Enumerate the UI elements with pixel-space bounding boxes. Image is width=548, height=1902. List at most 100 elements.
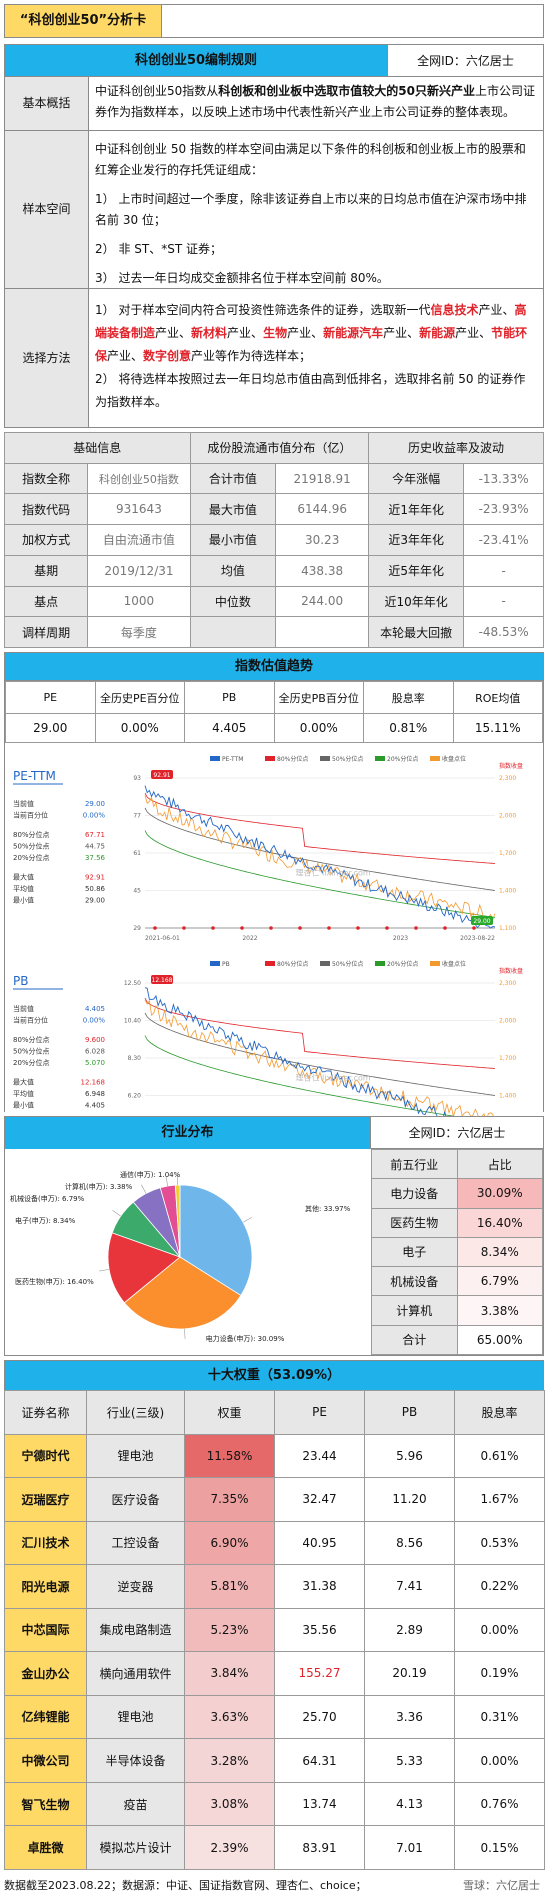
top10-pe: 40.95	[274, 1520, 365, 1566]
pie-slice	[107, 1232, 181, 1304]
chart-event-dot	[385, 926, 389, 930]
top10-pe: 35.56	[274, 1607, 365, 1653]
chart-stat-label: 当前百分位	[13, 1016, 48, 1025]
top10-dividend: 0.31%	[454, 1694, 545, 1740]
rules-text-span: 产业、	[287, 326, 324, 340]
chart-stat-value: 9.600	[85, 1036, 105, 1044]
top10-pe: 64.31	[274, 1738, 365, 1783]
rules-text-span: 产业、	[155, 326, 192, 340]
basic-label: 近1年年化	[368, 493, 465, 526]
top10-col-header: 行业(三级)	[86, 1390, 185, 1435]
chart-event-dot	[240, 926, 244, 930]
industry-col-header: 占比	[456, 1148, 543, 1180]
top10-pe: 31.38	[274, 1564, 365, 1609]
chart-right-tick: 2,000	[499, 813, 516, 820]
valuation-value: 0.00%	[273, 713, 364, 743]
industry-name: 电子	[371, 1236, 458, 1268]
top10-col-header: 股息率	[454, 1390, 545, 1435]
top10-pb: 8.56	[364, 1520, 455, 1566]
chart-stat-value: 5.070	[85, 1059, 105, 1067]
basic-value: -13.33%	[463, 462, 544, 495]
chart-close-line	[144, 794, 496, 921]
chart-xtick: 2021-06-01	[145, 935, 180, 942]
chart-stat-value: 6.948	[85, 1090, 105, 1098]
chart-right-tick: 1,700	[499, 850, 516, 857]
chart-stat-label: 最大值	[13, 873, 34, 882]
industry-pie-chart: 其他: 33.97% 电力设备(申万): 30.09% 医药生物(申万): 16.4…	[10, 1170, 351, 1343]
chart-ytick: 93	[133, 775, 141, 782]
industry-col-header: 前五行业	[371, 1148, 458, 1180]
top10-stock-name: 卓胜微	[4, 1825, 87, 1870]
top10-pe: 83.91	[274, 1825, 365, 1870]
basic-label: 最小市值	[189, 524, 277, 556]
basic-label: 近10年年化	[368, 585, 465, 618]
footer-brand: 雪球：六亿居士	[463, 1879, 540, 1892]
top10-industry: 工控设备	[86, 1520, 185, 1566]
chart-ytick: 6.20	[128, 1093, 142, 1100]
rules-text-span: 新能源	[419, 326, 456, 340]
basic-value: 2019/12/31	[87, 554, 191, 587]
chart-stat-value: 50.86	[85, 885, 106, 893]
chart-stat-label: 50%分位点	[13, 842, 50, 851]
top10-stock-name: 亿纬锂能	[4, 1694, 87, 1740]
rules-text-span: 高端装备制造	[95, 303, 527, 340]
valuation-col-header: PE	[5, 680, 96, 715]
industry-share: 6.79%	[456, 1266, 543, 1297]
chart-ytick: 8.30	[128, 1055, 142, 1062]
top10-stock-name: 金山办公	[4, 1651, 87, 1696]
top10-pe: 25.70	[274, 1694, 365, 1740]
rules-row-method: 选择方法 1） 对于样本空间内符合可投资性筛选条件的证券，选取新一代信息技术产业…	[5, 289, 543, 427]
valuation-header: 指数估值趋势	[5, 653, 543, 681]
chart-watermark: 理杏仁 lixinger.com	[296, 1073, 371, 1083]
chart-right-tick: 1,100	[499, 925, 516, 932]
pie-slice	[179, 1184, 253, 1297]
top10-stock-name: 中芯国际	[4, 1607, 87, 1653]
chart-event-dot	[414, 926, 418, 930]
rules-row-space: 样本空间 中证科创创业 50 指数的样本空间由满足以下条件的科创板和创业板上市的…	[5, 131, 543, 289]
chart-event-dot	[443, 926, 447, 930]
page-title: “科创创业50”分析卡	[5, 5, 162, 37]
basic-value: 30.23	[275, 524, 370, 556]
top10-table: 证券名称 行业(三级) 权重 PE PB 股息率 宁德时代 锂电池 11.58% 23.44 5.9…	[4, 1390, 545, 1870]
basic-value: 1000	[87, 585, 191, 618]
top10-pb: 7.01	[364, 1825, 455, 1870]
basic-value: 244.00	[275, 585, 370, 618]
top10-industry: 横向通用软件	[86, 1651, 185, 1696]
rules-text-span: 1） 对于样本空间内符合可投资性筛选条件的证券，选取新一代	[95, 303, 431, 317]
industry-table: 前五行业 占比 电力设备 30.09% 医药生物 16.40% 电子 8.34% 机械设备 6.7…	[371, 1148, 543, 1356]
title-block: “科创创业50”分析卡	[4, 4, 544, 38]
top10-stock-name: 中微公司	[4, 1738, 87, 1783]
industry-share: 8.34%	[456, 1236, 543, 1268]
chart-stat-label: 当前百分位	[13, 811, 48, 820]
top10-block: 十大权重（53.09%） 证券名称 行业(三级) 权重 PE PB 股息率 宁德时代 锂电池 1…	[4, 1360, 545, 1870]
top10-pb: 2.89	[364, 1607, 455, 1653]
basic-value: -	[463, 585, 544, 618]
chart-right-label: 指数收盘	[499, 762, 523, 770]
chart-legend-item: 20%分位点	[387, 960, 418, 968]
top10-pe: 13.74	[274, 1781, 365, 1827]
top10-weight: 3.28%	[184, 1738, 275, 1783]
rules-text-span: 新能源汽车	[323, 326, 384, 340]
basic-value: 自由流通市值	[87, 524, 191, 556]
top10-stock-name: 智飞生物	[4, 1781, 87, 1827]
chart-stat-label: 最小值	[13, 896, 34, 905]
top10-weight: 3.63%	[184, 1694, 275, 1740]
basic-value: -48.53%	[463, 616, 544, 648]
chart-stat-label: 当前值	[13, 799, 34, 808]
rules-text-span: 节能环保	[95, 326, 528, 363]
chart-stat-label: 平均值	[13, 884, 34, 893]
pe-ttm-chart: PE-TTM 当前值 29.00 当前百分位 0.00% 80%分位点 67.71 50%分位…	[5, 748, 543, 948]
rules-text-span: 上市公司证券作为指数样本，以反映上述市场中代表性新兴产业上市公司证券的整体表现。	[95, 84, 535, 119]
chart-stat-value: 29.00	[85, 800, 105, 808]
basic-value: -	[463, 554, 544, 587]
top10-dividend: 0.19%	[454, 1651, 545, 1696]
basic-label: 今年涨幅	[368, 462, 465, 495]
rules-text-span: 数字创意	[143, 349, 192, 363]
chart-stat-label: 平均值	[13, 1089, 34, 1098]
basic-info-block: 基础信息 成份股流通市值分布（亿） 历史收益率及波动 指数全称 科创创业50指数合…	[3, 432, 544, 648]
valuation-value: 0.81%	[363, 713, 454, 743]
pie-label: 电子(申万): 8.34%	[15, 1216, 76, 1225]
valuation-block: 指数估值趋势 PE 全历史PE百分位 PB 全历史PB百分位 股息率 ROE均值 29.00…	[4, 652, 544, 1153]
chart-right-tick: 2,300	[499, 980, 516, 987]
chart-event-dot	[211, 926, 215, 930]
